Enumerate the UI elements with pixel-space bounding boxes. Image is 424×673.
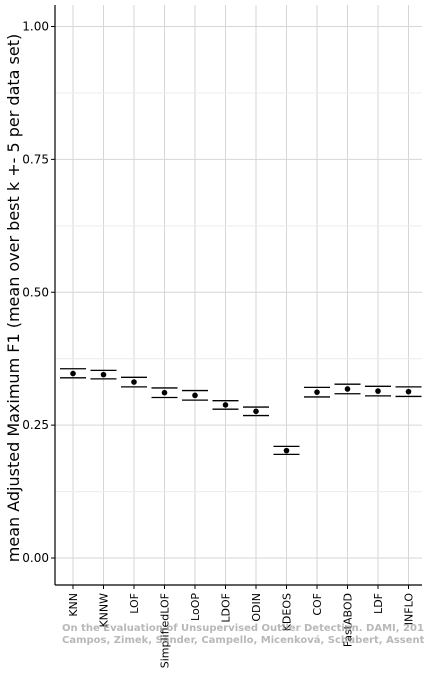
error-bar-group: [395, 386, 422, 398]
x-tick-label: LOF: [128, 593, 141, 614]
x-tick-label: ODIN: [250, 593, 263, 622]
data-point: [405, 388, 412, 395]
error-bar-group: [151, 387, 178, 399]
x-tick-label: LDOF: [220, 593, 233, 623]
y-tick-label: 1.00: [22, 20, 49, 34]
watermark: On the Evaluation of Unsupervised Outlie…: [62, 623, 424, 646]
error-bar-group: [121, 376, 147, 388]
data-point: [375, 388, 381, 394]
data-point: [222, 402, 229, 408]
error-bar-group: [212, 400, 239, 410]
y-tick-label: 0.25: [22, 418, 49, 432]
data-point: [192, 392, 198, 399]
watermark-line-1: On the Evaluation of Unsupervised Outlie…: [62, 623, 424, 634]
y-tick-labels: 0.00 0.25 0.50 0.75 1.00: [22, 20, 49, 566]
error-bar-group: [182, 389, 208, 401]
y-axis-title: mean Adjusted Maximum F1 (mean over best…: [4, 34, 23, 562]
data-point: [161, 389, 168, 396]
data-point: [70, 370, 76, 377]
x-tick-label: INFLO: [403, 593, 416, 626]
x-tick-label: KDEOS: [281, 593, 294, 631]
x-tick-label: KNN: [67, 593, 80, 617]
data-marks: [60, 368, 422, 456]
watermark-line-2: Campos, Zimek, Sander, Campello, Micenko…: [62, 634, 424, 646]
x-tick-label: FastABOD: [342, 593, 355, 647]
error-bar-group: [304, 386, 330, 398]
data-point: [283, 447, 290, 454]
axes: [51, 5, 422, 589]
data-point: [131, 379, 137, 385]
error-bar-group: [273, 445, 300, 456]
error-bar-group: [365, 385, 391, 397]
data-point: [314, 389, 320, 395]
y-tick-label: 0.00: [22, 551, 49, 565]
x-tick-label: LDF: [372, 593, 385, 614]
y-tick-label: 0.75: [22, 152, 49, 166]
error-bar-group: [90, 369, 117, 380]
error-bar-group: [243, 406, 269, 417]
error-bar-group: [334, 383, 361, 395]
x-tick-labels: KNN KNNW LOF SimplifiedLOF LoOP LDOF ODIN KDEOS…: [67, 593, 416, 669]
x-tick-label: KNNW: [98, 593, 111, 628]
x-tick-label: SimplifiedLOF: [159, 593, 172, 668]
data-point: [100, 371, 107, 378]
error-bar-group: [60, 368, 86, 379]
grid-lines: [55, 5, 422, 585]
y-tick-label: 0.50: [22, 285, 49, 299]
data-point: [344, 386, 351, 392]
data-point: [253, 408, 259, 415]
x-tick-label: COF: [311, 593, 324, 616]
x-tick-label: LoOP: [189, 593, 202, 621]
